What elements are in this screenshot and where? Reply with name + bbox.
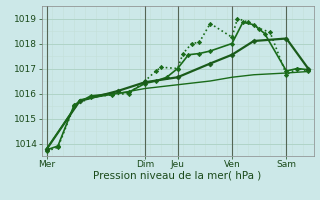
X-axis label: Pression niveau de la mer( hPa ): Pression niveau de la mer( hPa ) [93,171,262,181]
